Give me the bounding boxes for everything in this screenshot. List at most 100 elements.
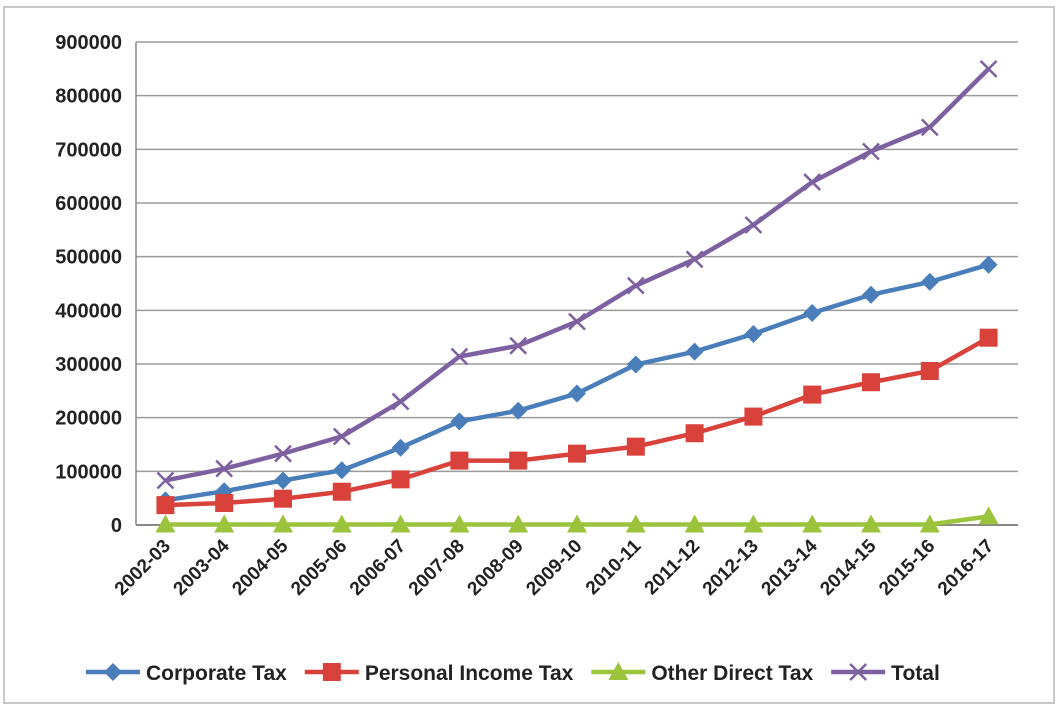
y-tick-label: 700000 [55, 139, 122, 161]
legend-marker [104, 663, 122, 681]
series-lines [155, 59, 999, 533]
y-tick-label: 500000 [55, 247, 122, 269]
data-point [862, 373, 880, 392]
data-point [979, 328, 998, 347]
data-point [274, 444, 292, 463]
data-point [626, 276, 645, 295]
legend-label: Total [891, 662, 940, 685]
y-tick-label: 400000 [55, 300, 122, 322]
data-point [744, 324, 763, 343]
data-point [744, 407, 763, 426]
y-tick-label: 800000 [55, 86, 122, 108]
y-tick-label: 0 [111, 515, 122, 537]
data-point [626, 355, 645, 374]
legend-item-0: Corporate Tax [86, 662, 287, 685]
data-point [214, 514, 235, 533]
legend-marker [608, 662, 629, 680]
series-3 [156, 59, 998, 490]
x-tick-label: 2008-09 [464, 536, 528, 600]
x-tick-label: 2013-14 [758, 535, 822, 599]
x-tick-label: 2007-08 [405, 536, 469, 600]
data-point [919, 514, 940, 533]
legend-label: Corporate Tax [146, 662, 287, 685]
legend-label: Personal Income Tax [365, 662, 574, 685]
data-point [215, 493, 234, 512]
data-point [509, 451, 528, 470]
x-tick-label: 2010-11 [582, 535, 646, 599]
data-point [567, 514, 587, 533]
data-point [568, 444, 586, 463]
data-point [509, 401, 528, 420]
data-point [685, 342, 704, 361]
x-tick-label: 2015-16 [875, 536, 939, 600]
legend-item-3: Total [831, 662, 940, 685]
legend-item-2: Other Direct Tax [591, 662, 813, 685]
data-point [332, 427, 351, 446]
y-tick-label: 200000 [55, 408, 122, 430]
data-point [684, 514, 705, 533]
data-point [332, 461, 351, 480]
data-point [450, 412, 469, 431]
data-point [331, 514, 352, 533]
legend-marker [322, 663, 341, 681]
legend-marker [849, 663, 868, 681]
data-point [625, 514, 646, 533]
legend: Corporate Tax Personal Income Tax Other Di… [86, 662, 940, 685]
data-point [802, 514, 823, 533]
data-point [803, 304, 822, 323]
x-tick-label: 2005-06 [287, 536, 351, 600]
data-point [215, 459, 234, 478]
data-point [568, 384, 586, 403]
data-point [920, 361, 939, 380]
x-tick-label: 2016-17 [934, 536, 998, 600]
data-point [862, 285, 880, 304]
data-point [862, 142, 880, 161]
data-point [803, 173, 822, 191]
data-point [274, 489, 292, 508]
x-tick-label: 2011-12 [641, 536, 704, 599]
y-axis-ticks: 0 100000 200000 300000 400000 500000 600000 700… [55, 32, 122, 537]
data-point [979, 255, 998, 274]
x-tick-label: 2004-05 [228, 535, 292, 599]
data-point [978, 506, 999, 525]
legend-item-1: Personal Income Tax [304, 662, 574, 685]
legend-label: Other Direct Tax [651, 662, 813, 685]
x-tick-label: 2006-07 [346, 536, 410, 600]
data-point [685, 424, 704, 443]
data-point [156, 471, 175, 490]
data-point [450, 451, 469, 470]
data-point [685, 250, 704, 269]
data-point [391, 392, 410, 411]
data-point [332, 482, 351, 501]
y-tick-label: 100000 [55, 461, 122, 483]
data-point [568, 312, 586, 331]
data-point [273, 514, 293, 533]
chart-frame [3, 6, 1055, 704]
data-point [390, 514, 411, 533]
data-point [920, 272, 939, 291]
y-tick-label: 600000 [55, 193, 122, 215]
data-point [743, 514, 764, 533]
data-point [391, 470, 410, 489]
x-tick-label: 2002-03 [111, 536, 175, 600]
data-point [861, 514, 881, 533]
data-point [155, 514, 176, 533]
x-axis-ticks: 2002-032003-042004-052005-062006-072007-… [111, 535, 998, 599]
data-point [626, 437, 645, 456]
data-point [920, 118, 939, 137]
data-point [509, 336, 528, 355]
data-point [274, 471, 292, 490]
data-point [744, 216, 763, 234]
data-point [450, 347, 469, 366]
series-2 [155, 506, 999, 533]
series-line [164, 67, 991, 483]
y-tick-label: 900000 [55, 32, 122, 54]
x-tick-label: 2003-04 [170, 535, 234, 599]
data-point [508, 514, 529, 533]
x-tick-label: 2012-13 [699, 536, 763, 600]
data-point [156, 496, 175, 515]
x-tick-label: 2014-15 [816, 535, 880, 599]
data-point [449, 514, 470, 533]
data-point [391, 438, 410, 457]
